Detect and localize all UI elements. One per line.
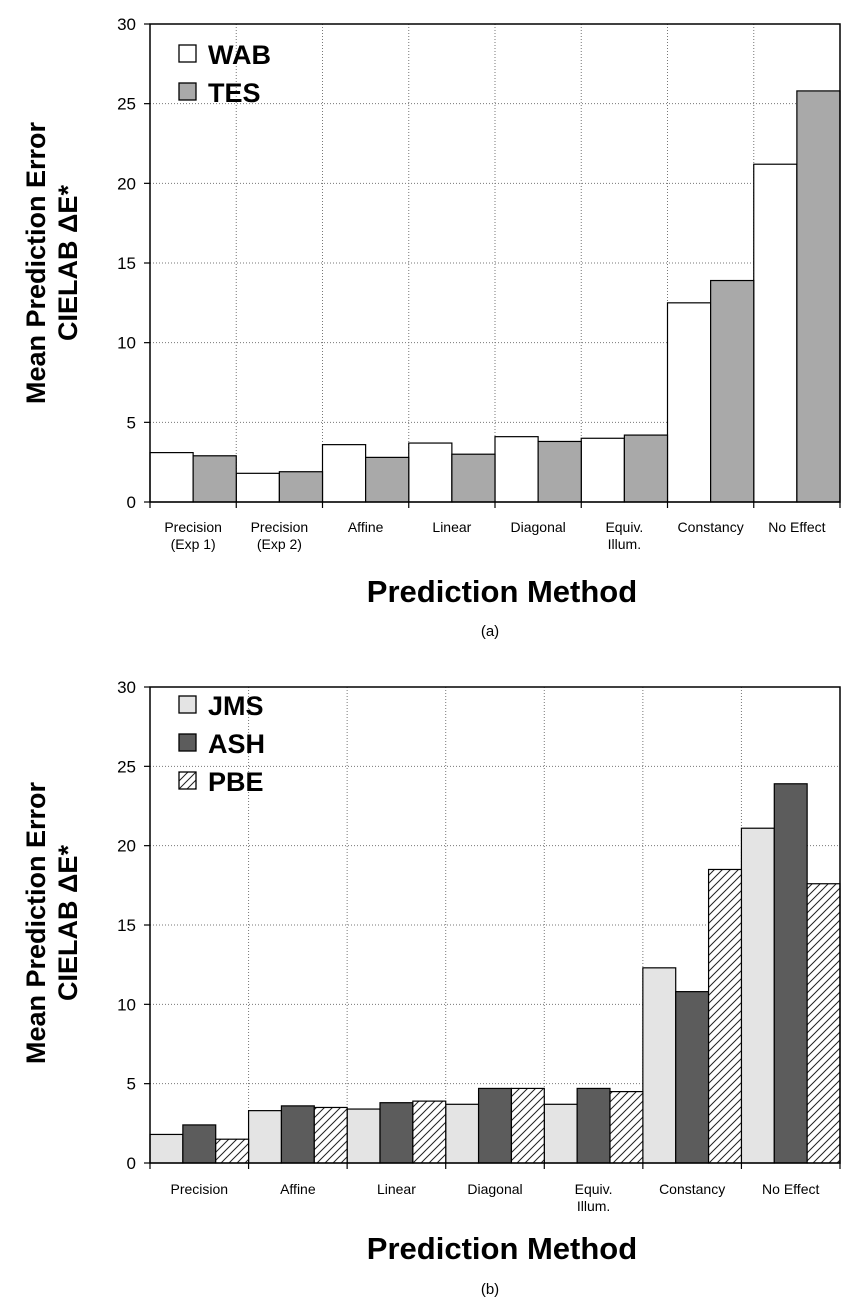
legend-label-a-tes: TES [208,78,261,108]
bar-a-wab-2 [321,444,367,503]
x-category-label-b-4: Equiv. [575,1181,613,1197]
bar-a-wab-0 [149,452,194,503]
bar-a-tes-7 [796,90,841,503]
chart-panel-a: Mean Prediction Error CIELAB ΔE* Predict… [21,15,841,640]
panel-label-a: (a) [481,623,499,640]
x-category-label-a-5-line2: Illum. [608,536,641,552]
bar-b-ash-1 [280,1105,315,1164]
y-axis-label-line1-a: Mean Prediction Error [21,121,51,404]
bar-a-tes-2 [365,456,410,503]
bar-a-tes-4 [537,440,582,503]
y-tick-label-b-3: 15 [117,916,136,935]
x-axis-label-b: Prediction Method [367,1231,637,1266]
bar-b-pbe-4 [609,1090,644,1164]
panel-label-b: (b) [481,1281,499,1298]
bar-b-ash-0 [182,1124,217,1164]
plot-frame-b [149,686,841,1164]
legend-label-b-jms: JMS [208,691,264,721]
y-tick-label-a-3: 15 [117,254,136,273]
x-category-label-a-6: Constancy [678,519,744,535]
plot-frame-a [149,23,841,503]
x-category-label-a-7: No Effect [768,519,825,535]
legend-label-b-pbe: PBE [208,767,264,797]
legend-label-a-wab: WAB [208,40,271,70]
y-tick-label-a-2: 10 [117,334,136,353]
legend-swatch-b-jms [178,695,197,714]
bar-a-wab-5 [580,437,625,503]
bar-a-wab-3 [408,442,453,503]
bar-b-jms-3 [445,1103,480,1164]
x-category-label-b-3: Diagonal [467,1181,522,1197]
legend-swatch-b-ash [178,733,197,752]
x-category-label-a-4: Diagonal [510,519,565,535]
y-axis-label-line1-b: Mean Prediction Error [21,781,51,1064]
bar-b-jms-4 [543,1103,578,1164]
bar-a-tes-0 [192,455,237,503]
y-tick-label-b-5: 25 [117,757,136,776]
y-tick-label-a-6: 30 [117,15,136,34]
bar-a-tes-1 [278,471,324,503]
y-axis-label-line2-b: CIELAB ΔE* [53,845,83,1001]
bar-a-wab-7 [753,163,798,503]
y-tick-label-a-1: 5 [127,413,136,432]
x-category-label-a-1-line2: (Exp 2) [257,536,302,552]
bar-a-tes-5 [623,434,669,503]
x-category-label-a-5: Equiv. [605,519,643,535]
bar-b-pbe-2 [412,1100,447,1164]
bar-b-jms-1 [247,1110,283,1164]
bar-b-jms-0 [149,1133,184,1164]
bar-a-wab-1 [235,472,280,503]
x-category-label-a-2: Affine [348,519,384,535]
x-category-label-b-2: Linear [377,1181,416,1197]
y-tick-label-b-4: 20 [117,837,136,856]
bar-a-tes-6 [710,279,755,503]
legend-swatch-a-tes [178,82,197,101]
y-tick-label-b-2: 10 [117,995,136,1014]
x-category-label-b-5: Constancy [659,1181,725,1197]
x-category-label-a-0-line2: (Exp 1) [171,536,216,552]
bar-b-jms-2 [346,1108,381,1164]
y-tick-label-a-4: 20 [117,174,136,193]
x-category-label-b-0: Precision [170,1181,228,1197]
x-category-label-b-6: No Effect [762,1181,819,1197]
bar-b-ash-3 [477,1087,513,1164]
bar-a-tes-3 [451,453,496,503]
bar-b-pbe-1 [313,1106,348,1164]
bar-b-pbe-5 [707,868,743,1164]
y-tick-label-b-6: 30 [117,678,136,697]
x-category-label-a-0: Precision [164,519,222,535]
bar-b-pbe-6 [806,883,841,1164]
bar-b-ash-6 [773,783,808,1164]
x-category-label-a-3: Linear [432,519,471,535]
bar-b-pbe-0 [215,1138,250,1164]
bar-b-ash-4 [576,1087,611,1164]
bar-a-wab-4 [494,436,539,503]
legend-swatch-b-pbe [178,771,197,790]
bar-b-ash-5 [675,991,710,1164]
bar-b-ash-2 [379,1102,414,1164]
x-axis-label-a: Prediction Method [367,574,637,609]
bar-b-jms-6 [740,827,775,1164]
legend-label-b-ash: ASH [208,729,265,759]
legend-swatch-a-wab [178,44,197,63]
y-tick-label-b-1: 5 [127,1075,136,1094]
bar-b-pbe-3 [510,1087,545,1164]
x-category-label-a-1: Precision [251,519,309,535]
x-category-label-b-1: Affine [280,1181,316,1197]
chart-panel-b: Mean Prediction Error CIELAB ΔE* Predict… [21,678,841,1298]
y-tick-label-a-5: 25 [117,95,136,114]
y-tick-label-b-0: 0 [127,1154,136,1173]
bar-a-wab-6 [666,302,712,503]
bar-b-jms-5 [642,967,677,1164]
y-axis-label-line2-a: CIELAB ΔE* [53,185,83,341]
x-category-label-b-4-line2: Illum. [577,1198,610,1214]
y-tick-label-a-0: 0 [127,493,136,512]
